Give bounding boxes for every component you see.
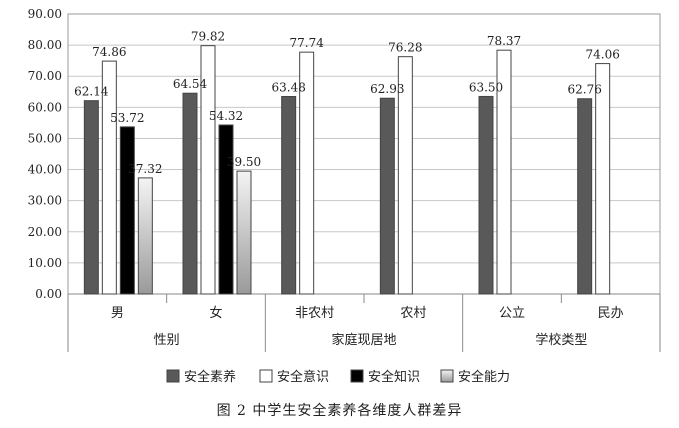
data-label: 37.32 xyxy=(128,162,162,176)
data-label: 74.06 xyxy=(585,48,619,62)
data-label: 74.86 xyxy=(92,45,126,59)
data-label: 63.48 xyxy=(271,81,305,95)
data-label: 64.54 xyxy=(173,77,208,91)
axes: 0.00 10.00 20.00 30.00 40.00 50.00 60.00 70.00 8… xyxy=(28,7,661,352)
legend-label: 安全知识 xyxy=(368,369,420,385)
bar xyxy=(200,45,216,295)
x-group-label: 性别 xyxy=(154,333,180,348)
bar xyxy=(137,177,153,295)
gridlines xyxy=(68,13,660,264)
x-category-label: 农村 xyxy=(400,306,426,321)
bar xyxy=(496,49,512,295)
bar xyxy=(119,126,135,295)
bar xyxy=(299,51,315,295)
bar xyxy=(379,97,395,295)
y-tick-label: 70.00 xyxy=(28,69,62,83)
y-tick-label: 50.00 xyxy=(28,131,62,145)
y-tick-label: 30.00 xyxy=(28,194,62,208)
y-tick-label: 60.00 xyxy=(28,100,62,114)
y-tick-label: 40.00 xyxy=(28,163,62,177)
data-label: 54.32 xyxy=(209,109,243,123)
x-category-label: 男 xyxy=(111,306,124,321)
bar xyxy=(236,170,252,295)
data-label: 76.28 xyxy=(388,41,422,55)
y-tick-label: 10.00 xyxy=(28,256,62,270)
legend-swatch xyxy=(259,369,273,383)
x-category-label: 女 xyxy=(209,305,222,321)
bar xyxy=(83,100,99,295)
legend-label: 安全素养 xyxy=(184,369,236,385)
y-tick-label: 90.00 xyxy=(28,7,62,21)
x-group-label: 家庭现居地 xyxy=(331,332,396,348)
data-label: 62.76 xyxy=(567,83,601,97)
data-label: 62.93 xyxy=(370,82,404,96)
legend-swatch xyxy=(166,369,180,383)
data-label: 39.50 xyxy=(227,155,261,169)
plot-frame xyxy=(67,13,661,295)
data-label: 62.14 xyxy=(74,85,109,99)
bar xyxy=(182,92,198,295)
x-category-label: 民办 xyxy=(598,306,624,321)
bar xyxy=(101,60,117,295)
data-labels: 62.14 74.86 53.72 37.32 64.54 79.82 54.32 39.50… xyxy=(74,30,620,176)
legend-swatch xyxy=(350,369,364,383)
bar xyxy=(397,56,413,295)
legend: 安全素养 安全意识 安全知识 安全能力 xyxy=(166,369,510,385)
bar xyxy=(478,95,494,295)
data-label: 79.82 xyxy=(191,30,225,44)
legend-label: 安全意识 xyxy=(277,369,329,385)
bars xyxy=(83,45,611,295)
legend-swatch xyxy=(440,369,454,383)
y-tick-label: 80.00 xyxy=(28,38,62,52)
data-label: 53.72 xyxy=(110,111,144,125)
data-label: 77.74 xyxy=(289,36,324,50)
bar xyxy=(577,98,593,295)
legend-label: 安全能力 xyxy=(458,369,510,385)
x-category-label: 非农村 xyxy=(295,306,334,321)
y-tick-label: 20.00 xyxy=(28,225,62,239)
bar xyxy=(281,96,297,295)
x-group-label: 学校类型 xyxy=(535,332,587,348)
x-category-label: 公立 xyxy=(499,306,525,321)
data-label: 63.50 xyxy=(469,80,503,94)
y-tick-label: 0.00 xyxy=(35,287,62,301)
figure-caption: 图 2 中学生安全素养各维度人群差异 xyxy=(216,403,463,419)
data-label: 78.37 xyxy=(487,34,521,48)
bar xyxy=(595,63,611,295)
bar xyxy=(218,124,234,295)
